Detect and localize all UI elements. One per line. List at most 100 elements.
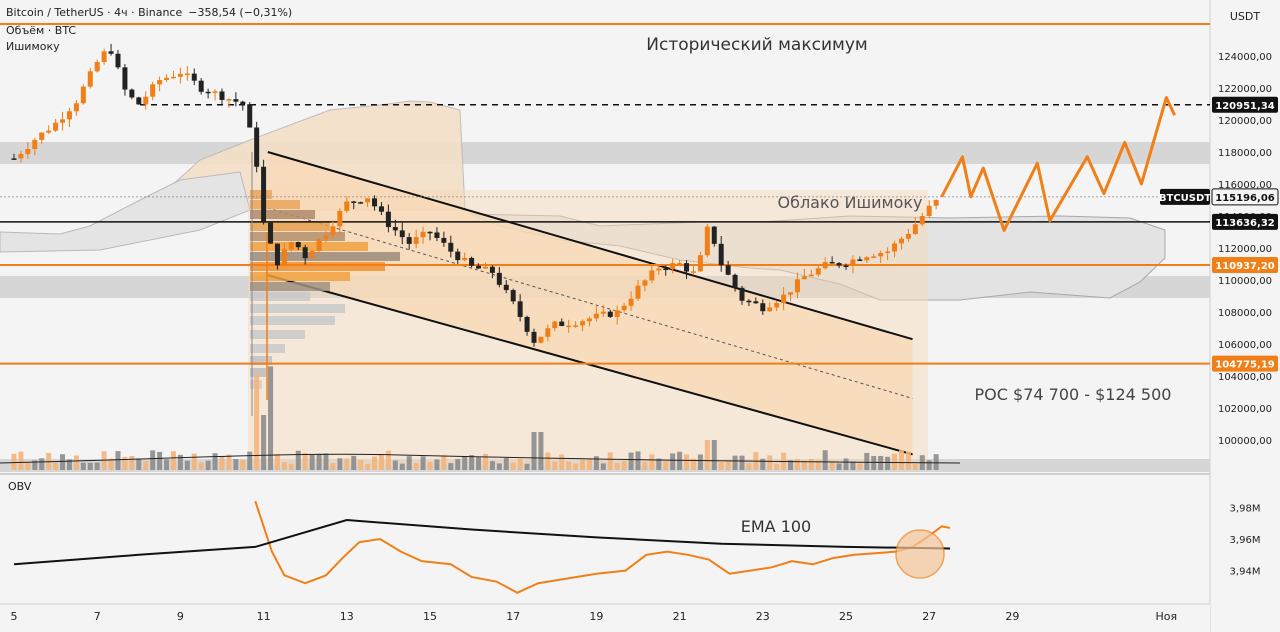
volume-bar [822,450,828,470]
volume-bar [358,459,364,470]
candle-body [933,199,939,206]
candle-body [801,276,807,280]
volume-bar [864,452,870,470]
volume-bar [25,462,31,470]
candle-body [177,73,183,77]
candle-body [101,51,107,63]
candle-body [774,303,780,308]
candle-body [344,201,350,211]
ema100-line [13,519,951,566]
time-axis[interactable] [0,604,1210,632]
volume-bar [392,460,398,470]
volume-bar [649,454,655,470]
price-tick-label: 100000,00 [1218,436,1272,447]
obv-pane[interactable] [0,476,1210,604]
candle-body [170,76,176,79]
volume-profile-bar [250,252,400,261]
price-tag-label: 115196,06 [1215,193,1275,204]
candle-body [365,198,371,203]
volume-bar [517,458,523,470]
candle-body [718,243,724,266]
forecast-zigzag [940,96,1176,232]
candle-body [73,103,79,112]
volume-profile-bar [250,282,330,291]
volume-profile-bar [250,356,272,365]
price-tag-label: 110937,20 [1215,261,1275,272]
volume-bar [177,454,183,470]
candle-body [247,104,253,128]
volume-bar [455,459,461,470]
price-tick-label: 116000,00 [1218,180,1272,191]
candle-body [905,233,911,239]
candle-body [552,321,558,329]
ichimoku-left-cloud [0,171,251,253]
candle-body [857,259,863,261]
candle-body [739,287,745,301]
volume-profile-bar [250,232,345,241]
volume-bar [18,451,24,470]
volume-bar [233,459,239,470]
candle-body [60,119,66,123]
candle-body [614,310,620,317]
volume-bar [372,456,378,470]
volume-bar [136,458,142,470]
volume-bar [885,456,891,470]
volume-bar [725,460,731,470]
time-tick-label: 13 [340,610,354,623]
volume-bar [684,454,690,470]
volume-bar [690,458,696,470]
volume-bar [469,455,475,470]
volume-bar [164,459,170,470]
price-tag-label: 120951,34 [1215,101,1275,112]
volume-bar [323,453,329,470]
volume-bar [898,450,904,470]
volume-ma-line [0,453,961,464]
volume-bar [11,453,17,470]
candle-body [46,130,52,133]
candle-body [711,226,717,244]
candle-body [635,285,641,299]
volume-profile-bar [250,316,335,325]
candle-body [704,226,710,256]
volume-bar [746,463,752,470]
candle-body [94,62,100,72]
volume-bar [268,366,274,470]
volume-bar [115,451,121,470]
volume-bar [531,432,537,470]
volume-bar [219,456,225,470]
time-tick-label: 15 [423,610,437,623]
candle-body [254,127,260,167]
candle-body [850,259,856,266]
volume-bar [385,450,391,470]
volume-bar [788,460,794,470]
volume-bar [226,454,232,470]
volume-bar [566,461,572,470]
volume-bar [503,457,509,470]
volume-bar [857,463,863,470]
price-tick-label: 102000,00 [1218,404,1272,415]
volume-bar [836,463,842,470]
volume-bar [552,461,558,470]
symbol-line: Bitcoin / TetherUS · 4ч · Binance −358,54… [6,6,292,19]
channel-lower-line [267,274,913,456]
candle-body [573,325,579,327]
volume-bar [808,458,814,470]
descending-channel [248,151,928,466]
candle-body [566,325,572,328]
volume-bar [53,462,59,470]
candle-body [822,262,828,269]
candle-body [32,139,38,149]
volume-bar [170,451,176,470]
symbol-name: Bitcoin / TetherUS · 4ч · Binance [6,6,182,19]
candle-body [593,313,599,319]
candle-body [129,89,135,98]
candle-body [545,328,551,337]
obv-axis-ticks: 3,98M 3,96M 3,94M [1230,503,1261,577]
candle-body [760,303,766,312]
volume-bar [413,462,419,470]
candle-body [274,243,280,266]
volume-bar [670,453,676,470]
cloud-label: Облако Ишимоку [777,193,922,212]
candle-body [108,51,114,54]
